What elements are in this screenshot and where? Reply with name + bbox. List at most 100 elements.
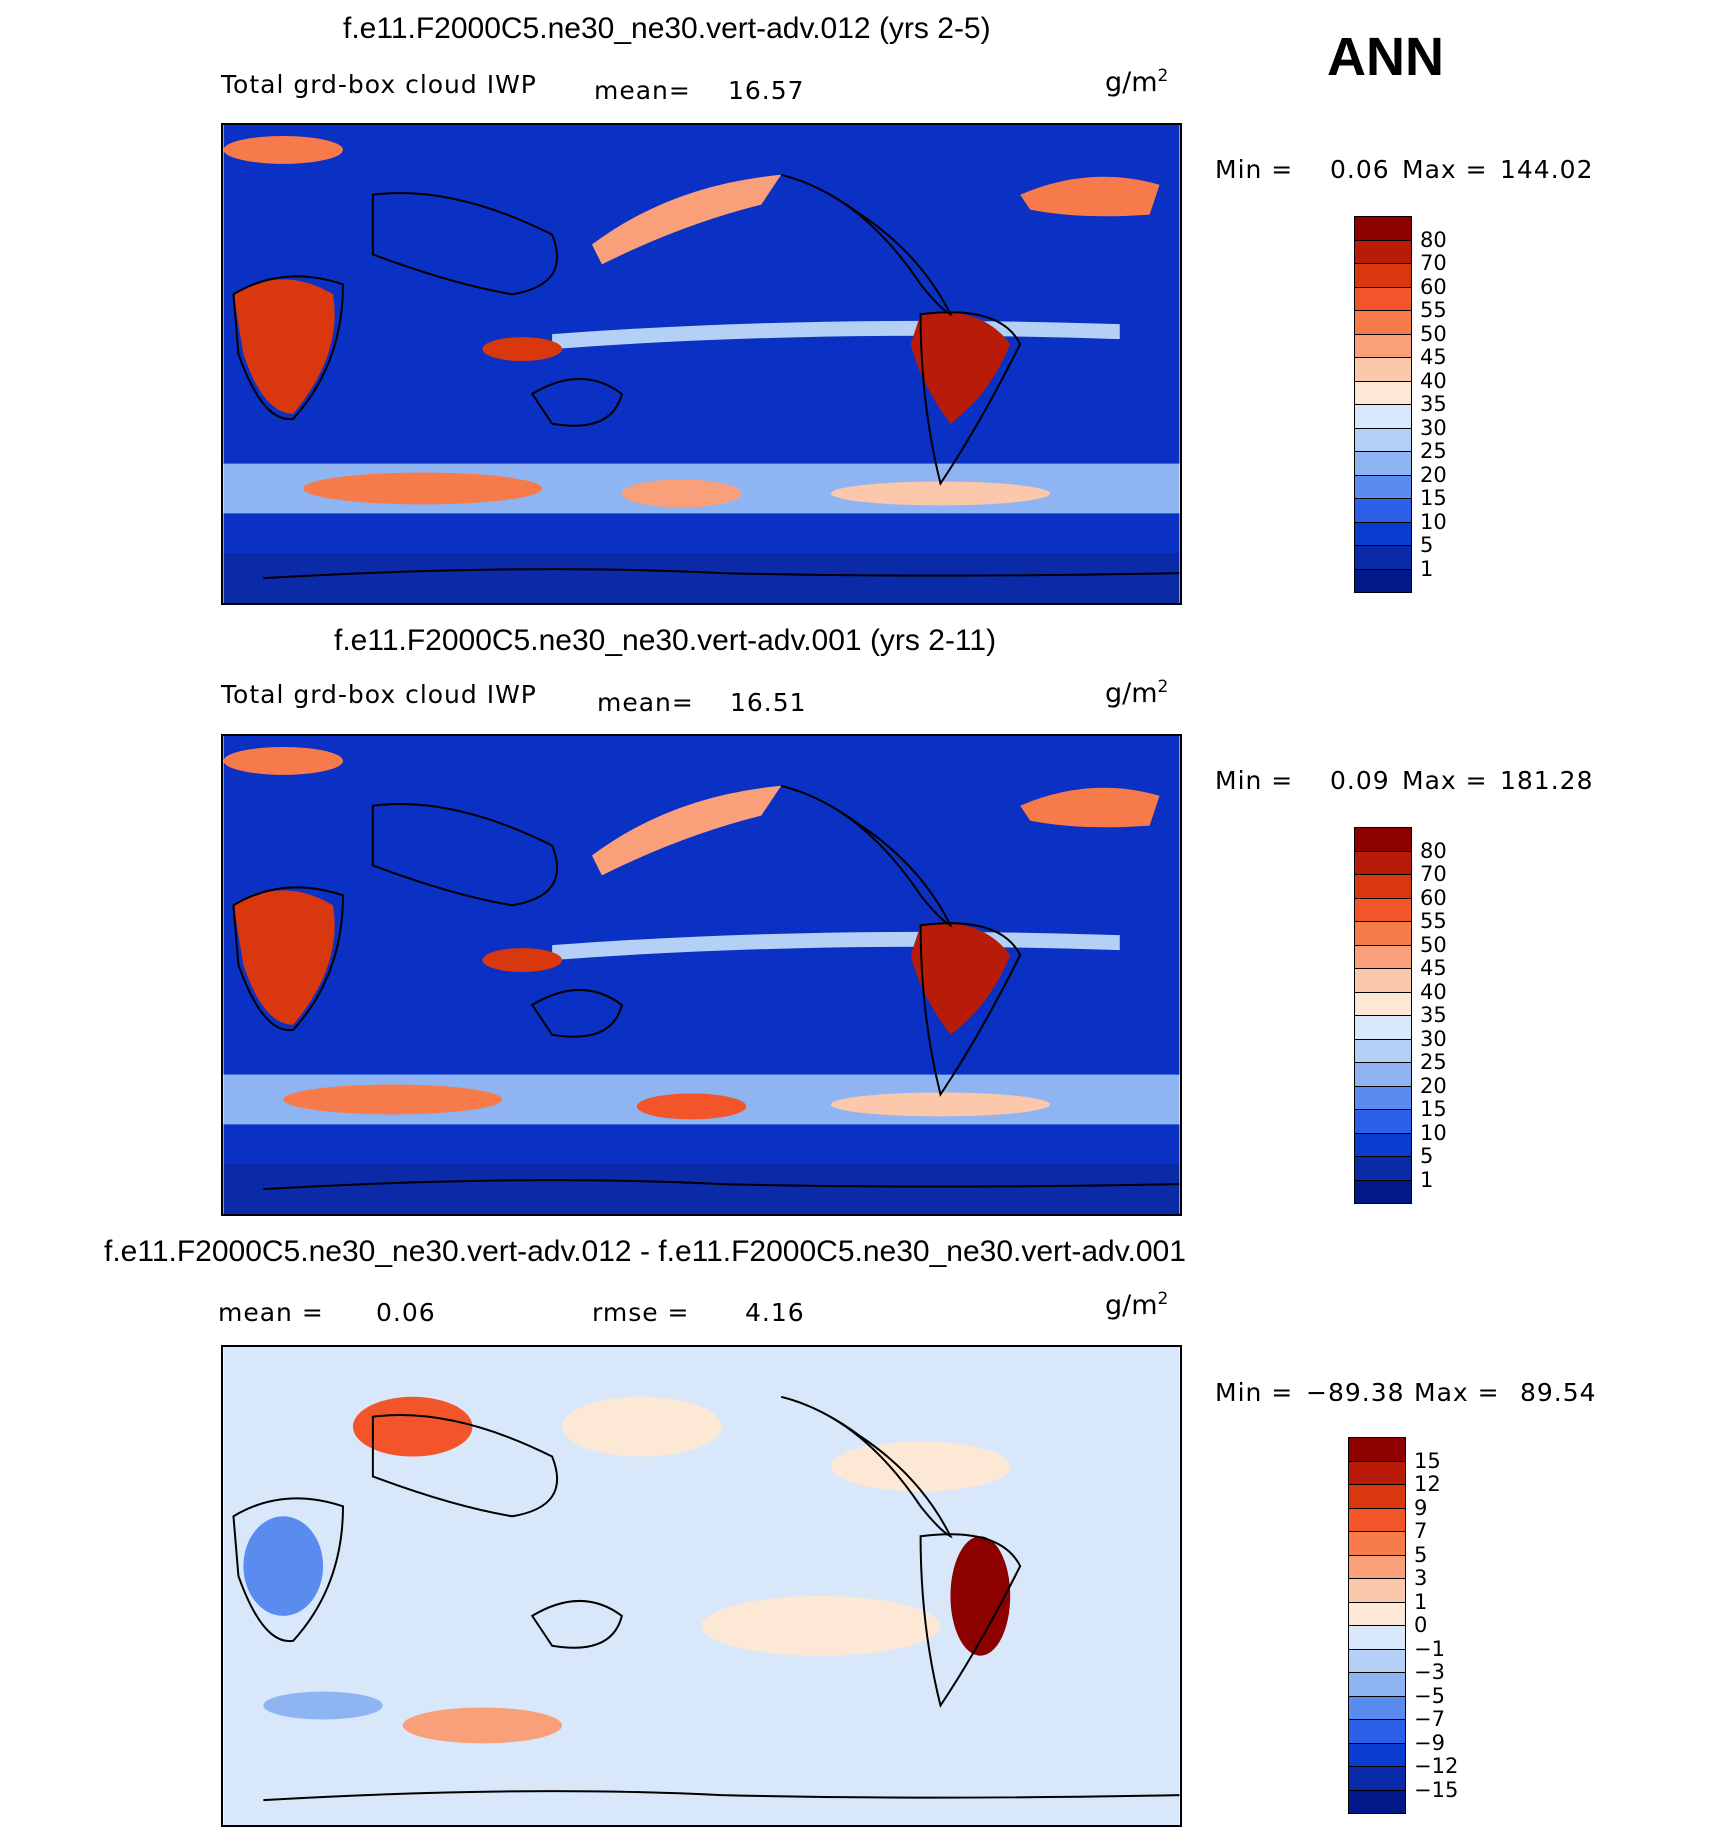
diff-positive — [830, 1441, 1011, 1492]
panel1-max-value: 144.02 — [1500, 155, 1594, 184]
panel3-rmse-label: rmse = — [592, 1298, 690, 1327]
panel2-variable: Total grd-box cloud IWP — [221, 680, 537, 709]
colorbar-swatch — [1354, 240, 1412, 264]
storm-track-high — [636, 1093, 747, 1120]
coastlines — [232, 784, 1180, 1191]
panel2-mean-value: 16.51 — [730, 688, 807, 717]
panel3-units: g/m2 — [1105, 1289, 1169, 1321]
diff-negative — [263, 1691, 383, 1720]
panel2-map-graphic — [223, 736, 1180, 1214]
panel1-variable: Total grd-box cloud IWP — [221, 70, 537, 99]
colorbar-level-label: 9 — [1414, 1495, 1428, 1520]
panel3-min-value: −89.38 — [1306, 1378, 1405, 1407]
colorbar-level-label: 15 — [1414, 1448, 1441, 1473]
colorbar-swatch — [1348, 1626, 1406, 1650]
colorbar-swatch — [1354, 287, 1412, 311]
panel2-mean-label: mean= — [597, 688, 694, 717]
colorbar-swatch — [1354, 522, 1412, 546]
colorbar-swatch — [1354, 264, 1412, 288]
panel1-min-value: 0.06 — [1330, 155, 1390, 184]
panel2-min-value: 0.09 — [1330, 766, 1390, 795]
colorbar-level-label: 50 — [1420, 321, 1447, 346]
colorbar-level-label: 50 — [1420, 932, 1447, 957]
colorbar-swatch — [1354, 1110, 1412, 1134]
colorbar-level-label: 60 — [1420, 274, 1447, 299]
diff-africa — [243, 1516, 324, 1616]
colorbar-level-label: −7 — [1414, 1707, 1445, 1731]
colorbar-swatch — [1354, 381, 1412, 405]
antarctic-field — [223, 1164, 1180, 1214]
colorbar-level-label: 70 — [1420, 862, 1447, 886]
colorbar-level-label: 45 — [1420, 956, 1447, 980]
colorbar-level-label: 25 — [1420, 1050, 1447, 1074]
colorbar-swatch — [1354, 569, 1412, 593]
colorbar-swatch — [1354, 827, 1412, 852]
diff-positive — [562, 1396, 722, 1457]
north-pacific-high — [591, 174, 782, 265]
diff-tibet — [352, 1396, 473, 1457]
colorbar-swatch — [1354, 1016, 1412, 1040]
coastlines — [232, 1395, 1180, 1802]
panel2-max-value: 181.28 — [1500, 766, 1594, 795]
colorbar-swatch — [1354, 499, 1412, 523]
colorbar-swatch — [1354, 875, 1412, 899]
panel3-map-graphic — [223, 1347, 1180, 1825]
colorbar-level-label: 20 — [1420, 462, 1447, 487]
colorbar-swatch — [1348, 1720, 1406, 1744]
colorbar-swatch — [1354, 922, 1412, 946]
colorbar-level-label: 55 — [1420, 909, 1447, 933]
panel3-colorbar-swatches — [1348, 1437, 1406, 1814]
colorbar-level-label: 1 — [1414, 1589, 1428, 1614]
panel1-title: f.e11.F2000C5.ne30_ne30.vert-adv.012 (yr… — [343, 12, 991, 45]
colorbar-level-label: 35 — [1420, 1003, 1447, 1027]
maritime-high — [482, 948, 563, 973]
colorbar-level-label: 45 — [1420, 345, 1447, 369]
panel3-rmse-value: 4.16 — [745, 1298, 805, 1327]
colorbar-swatch — [1354, 546, 1412, 570]
colorbar-level-label: −3 — [1414, 1660, 1445, 1684]
panel1-min-label: Min = — [1215, 155, 1294, 184]
colorbar-swatch — [1348, 1696, 1406, 1720]
colorbar-level-label: 30 — [1420, 415, 1447, 440]
colorbar-swatch — [1354, 1039, 1412, 1063]
panel3-map — [221, 1345, 1182, 1827]
colorbar-swatch — [1348, 1437, 1406, 1462]
colorbar-level-label: 80 — [1420, 838, 1447, 863]
colorbar-swatch — [1354, 311, 1412, 335]
colorbar-swatch — [1348, 1508, 1406, 1532]
storm-track-high — [621, 479, 742, 508]
colorbar-level-label: −12 — [1414, 1754, 1459, 1778]
colorbar-swatch — [1354, 475, 1412, 499]
colorbar-level-label: 60 — [1420, 885, 1447, 910]
colorbar-level-label: 30 — [1420, 1026, 1447, 1051]
north-atlantic-high — [1020, 787, 1160, 828]
panel3-title: f.e11.F2000C5.ne30_ne30.vert-adv.012 - f… — [104, 1235, 1186, 1268]
panel2-colorbar — [1354, 827, 1412, 1204]
panel3-min-label: Min = — [1215, 1378, 1294, 1407]
colorbar-swatch — [1348, 1790, 1406, 1814]
maritime-high — [482, 337, 563, 362]
panel2-max-label: Max = — [1402, 766, 1488, 795]
storm-track-high — [830, 481, 1051, 506]
season-label: ANN — [1327, 27, 1444, 87]
panel1-units: g/m2 — [1105, 66, 1169, 98]
colorbar-swatch — [1348, 1532, 1406, 1556]
colorbar-level-label: 15 — [1420, 1097, 1447, 1121]
colorbar-level-label: 55 — [1420, 298, 1447, 322]
colorbar-swatch — [1354, 969, 1412, 993]
colorbar-swatch — [1348, 1485, 1406, 1509]
amazon-high — [910, 312, 1011, 424]
panel3-max-label: Max = — [1414, 1378, 1500, 1407]
colorbar-level-label: −1 — [1414, 1636, 1445, 1661]
panel2-map — [221, 734, 1182, 1216]
colorbar-swatch — [1354, 334, 1412, 358]
colorbar-level-label: 10 — [1420, 509, 1447, 534]
colorbar-swatch — [1354, 992, 1412, 1016]
arctic-high — [223, 135, 343, 164]
panel1-colorbar — [1354, 216, 1412, 593]
colorbar-swatch — [1348, 1743, 1406, 1767]
colorbar-level-label: −9 — [1414, 1730, 1445, 1755]
colorbar-level-label: 15 — [1420, 486, 1447, 510]
panel3-mean-value: 0.06 — [376, 1298, 436, 1327]
colorbar-level-label: 25 — [1420, 439, 1447, 463]
